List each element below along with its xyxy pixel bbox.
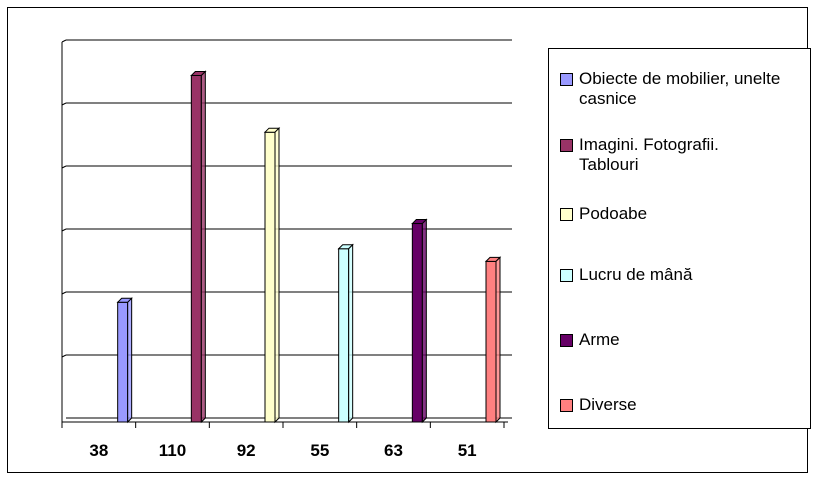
bar	[411, 223, 423, 423]
x-tick-label: 55	[310, 441, 329, 460]
bar	[485, 260, 497, 423]
legend-swatch	[560, 208, 573, 221]
bar-side	[200, 70, 206, 424]
legend-swatch	[560, 269, 573, 282]
x-tick-label: 38	[89, 441, 108, 460]
legend-swatch	[560, 139, 573, 152]
y-tick	[61, 354, 67, 358]
legend-item-mobilier: Obiecte de mobilier, unelte casnice	[560, 69, 799, 109]
x-tick-label: 51	[458, 441, 477, 460]
legend-label: Imagini. Fotografii. Tablouri	[579, 135, 719, 174]
bar-side	[348, 243, 354, 424]
legend-label: Obiecte de mobilier, unelte casnice	[579, 69, 781, 108]
y-tick	[61, 165, 67, 169]
bar-side	[127, 297, 133, 424]
legend-item-lucru: Lucru de mână	[560, 265, 799, 285]
legend-swatch	[560, 73, 573, 86]
legend: Obiecte de mobilier, unelte casnice Imag…	[548, 48, 811, 429]
bar	[117, 301, 129, 423]
bar	[264, 131, 276, 423]
legend-item-podoabe: Podoabe	[560, 204, 799, 224]
legend-label: Lucru de mână	[579, 265, 693, 284]
legend-item-arme: Arme	[560, 330, 799, 350]
bar	[338, 248, 350, 423]
x-tick-label: 92	[237, 441, 256, 460]
x-tick-label: 63	[384, 441, 403, 460]
y-tick	[61, 291, 67, 295]
y-tick	[61, 102, 67, 106]
y-tick	[61, 228, 67, 232]
legend-swatch	[560, 399, 573, 412]
x-tick-label: 110	[159, 441, 186, 460]
legend-item-imagini: Imagini. Fotografii. Tablouri	[560, 135, 749, 175]
legend-label: Arme	[579, 330, 620, 349]
legend-label: Podoabe	[579, 204, 648, 223]
bar-side	[421, 218, 427, 424]
bar	[190, 75, 202, 423]
legend-label: Diverse	[579, 395, 637, 414]
bar-side	[274, 126, 280, 424]
y-tick	[61, 39, 67, 43]
legend-swatch	[560, 334, 573, 347]
legend-item-diverse: Diverse	[560, 395, 799, 415]
bar-side	[495, 256, 501, 424]
